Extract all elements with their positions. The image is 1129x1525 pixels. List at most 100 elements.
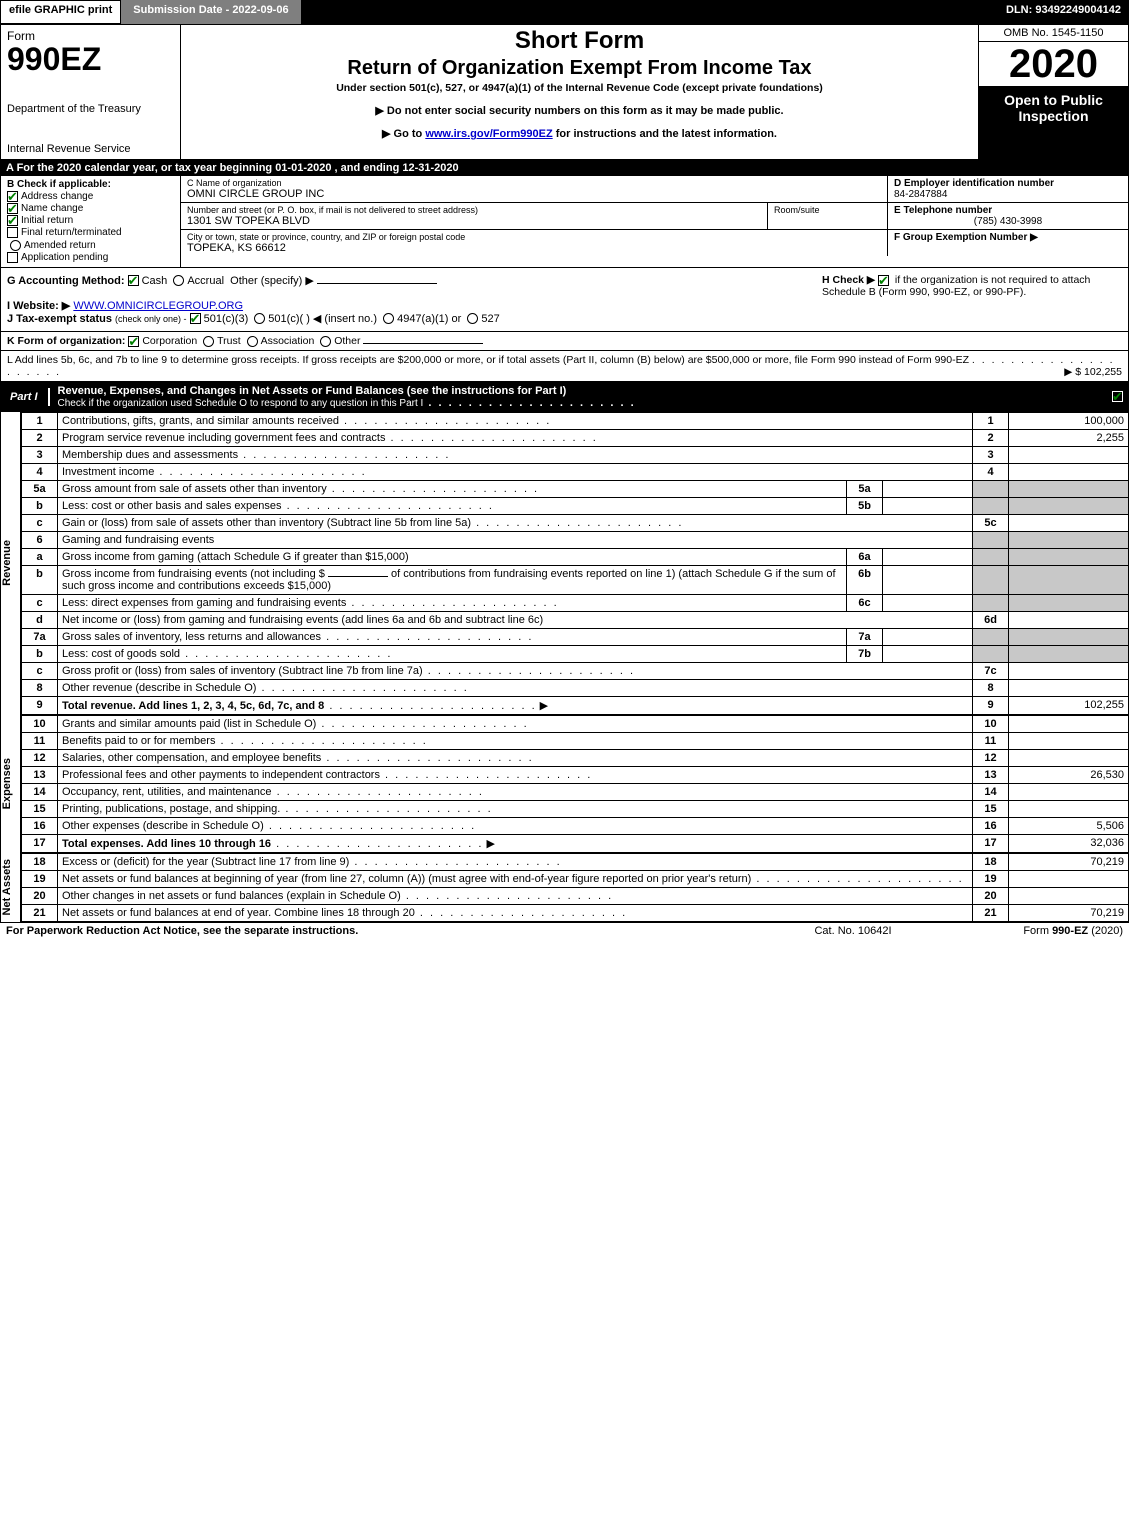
dln: DLN: 93492249004142 bbox=[998, 0, 1129, 24]
line-17-amt: 32,036 bbox=[1009, 834, 1129, 852]
table-row: 8Other revenue (describe in Schedule O)8 bbox=[22, 679, 1129, 696]
row-gh: G Accounting Method: Cash Accrual Other … bbox=[0, 268, 1129, 332]
form-number: 990EZ bbox=[7, 43, 174, 75]
chk-application-pending[interactable] bbox=[7, 252, 18, 263]
lbl-association: Association bbox=[261, 335, 315, 347]
chk-corporation[interactable] bbox=[128, 336, 139, 347]
irs-link[interactable]: www.irs.gov/Form990EZ bbox=[425, 128, 552, 140]
line-6b-blank[interactable] bbox=[328, 576, 388, 577]
line-3-amt bbox=[1009, 446, 1129, 463]
table-row: 21Net assets or fund balances at end of … bbox=[22, 904, 1129, 921]
cell-c-name: C Name of organization OMNI CIRCLE GROUP… bbox=[181, 176, 888, 202]
table-row: 18Excess or (deficit) for the year (Subt… bbox=[22, 853, 1129, 870]
line-11-amt bbox=[1009, 732, 1129, 749]
c-city-label: City or town, state or province, country… bbox=[187, 232, 881, 242]
c-addr-value: 1301 SW TOPEKA BLVD bbox=[187, 215, 761, 227]
line-8-amt bbox=[1009, 679, 1129, 696]
form-header: Form 990EZ Department of the Treasury In… bbox=[0, 24, 1129, 160]
chk-other[interactable] bbox=[320, 336, 331, 347]
cell-f: F Group Exemption Number ▶ bbox=[888, 230, 1128, 256]
line-5a-desc: Gross amount from sale of assets other t… bbox=[62, 483, 327, 495]
netassets-section: Net Assets 18Excess or (deficit) for the… bbox=[0, 853, 1129, 922]
l-amount: ▶ $ 102,255 bbox=[1064, 366, 1122, 378]
lbl-501c: 501(c)( ) ◀ (insert no.) bbox=[268, 313, 377, 325]
row-a-taxyear: A For the 2020 calendar year, or tax yea… bbox=[0, 160, 1129, 176]
line-5b-desc: Less: cost or other basis and sales expe… bbox=[62, 500, 282, 512]
line-14-desc: Occupancy, rent, utilities, and maintena… bbox=[62, 786, 272, 798]
website-link[interactable]: WWW.OMNICIRCLEGROUP.ORG bbox=[73, 300, 243, 312]
g-label: G Accounting Method: bbox=[7, 275, 125, 287]
chk-501c3[interactable] bbox=[190, 313, 201, 324]
d-label: D Employer identification number bbox=[894, 178, 1054, 189]
j-small: (check only one) - bbox=[115, 314, 187, 324]
footer-catno: Cat. No. 10642I bbox=[763, 925, 943, 937]
lbl-address-change: Address change bbox=[21, 191, 93, 202]
table-row: 13Professional fees and other payments t… bbox=[22, 766, 1129, 783]
lbl-cash: Cash bbox=[142, 275, 168, 287]
chk-association[interactable] bbox=[247, 336, 258, 347]
h-label: H Check ▶ bbox=[822, 274, 875, 286]
cell-room: Room/suite bbox=[768, 203, 888, 229]
expenses-table: 10Grants and similar amounts paid (list … bbox=[21, 715, 1129, 853]
e-phone: (785) 430-3998 bbox=[894, 216, 1122, 227]
table-row: 3Membership dues and assessments3 bbox=[22, 446, 1129, 463]
header-right: OMB No. 1545-1150 2020 Open to Public In… bbox=[978, 25, 1128, 159]
chk-cash[interactable] bbox=[128, 275, 139, 286]
form-subtitle: Under section 501(c), 527, or 4947(a)(1)… bbox=[187, 82, 972, 94]
lbl-application-pending: Application pending bbox=[21, 252, 108, 263]
lbl-527: 527 bbox=[481, 313, 499, 325]
k-label: K Form of organization: bbox=[7, 335, 125, 347]
revenue-table: 1Contributions, gifts, grants, and simil… bbox=[21, 412, 1129, 715]
lbl-initial-return: Initial return bbox=[21, 215, 73, 226]
chk-4947[interactable] bbox=[383, 313, 394, 324]
header-left: Form 990EZ Department of the Treasury In… bbox=[1, 25, 181, 159]
e-label: E Telephone number bbox=[894, 205, 992, 216]
line-8-desc: Other revenue (describe in Schedule O) bbox=[62, 682, 256, 694]
line-17-desc: Total expenses. Add lines 10 through 16 bbox=[62, 838, 271, 850]
submission-date: Submission Date - 2022-09-06 bbox=[121, 0, 300, 24]
line-6-desc: Gaming and fundraising events bbox=[62, 534, 214, 546]
table-row: 4Investment income4 bbox=[22, 463, 1129, 480]
table-row: bLess: cost or other basis and sales exp… bbox=[22, 497, 1129, 514]
cell-c-city: City or town, state or province, country… bbox=[181, 230, 888, 256]
chk-501c[interactable] bbox=[254, 313, 265, 324]
other-specify-field[interactable] bbox=[317, 283, 437, 284]
line-10-desc: Grants and similar amounts paid (list in… bbox=[62, 718, 316, 730]
line-4-amt bbox=[1009, 463, 1129, 480]
line-6a-desc: Gross income from gaming (attach Schedul… bbox=[62, 551, 409, 563]
other-org-field[interactable] bbox=[363, 343, 483, 344]
part1-title: Revenue, Expenses, and Changes in Net As… bbox=[50, 382, 1109, 412]
line-15-desc: Printing, publications, postage, and shi… bbox=[62, 803, 280, 815]
lbl-4947: 4947(a)(1) or bbox=[397, 313, 461, 325]
i-label: I Website: ▶ bbox=[7, 300, 70, 312]
header-mid: Short Form Return of Organization Exempt… bbox=[181, 25, 978, 159]
c-addr-label: Number and street (or P. O. box, if mail… bbox=[187, 205, 761, 215]
table-row: aGross income from gaming (attach Schedu… bbox=[22, 548, 1129, 565]
line-14-amt bbox=[1009, 783, 1129, 800]
open-to-public: Open to Public Inspection bbox=[979, 86, 1128, 159]
lbl-other: Other (specify) ▶ bbox=[230, 275, 314, 287]
chk-accrual[interactable] bbox=[173, 275, 184, 286]
line-7c-desc: Gross profit or (loss) from sales of inv… bbox=[62, 665, 423, 677]
part1-checkline: Check if the organization used Schedule … bbox=[58, 398, 424, 409]
table-row: 14Occupancy, rent, utilities, and mainte… bbox=[22, 783, 1129, 800]
efile-print-button[interactable]: efile GRAPHIC print bbox=[0, 0, 121, 24]
chk-527[interactable] bbox=[467, 313, 478, 324]
table-row: 16Other expenses (describe in Schedule O… bbox=[22, 817, 1129, 834]
line-6d-amt bbox=[1009, 611, 1129, 628]
line-6c-val bbox=[883, 594, 973, 611]
block-bcdef: B Check if applicable: Address change Na… bbox=[0, 176, 1129, 268]
chk-final-return[interactable] bbox=[7, 227, 18, 238]
revenue-section: Revenue 1Contributions, gifts, grants, a… bbox=[0, 412, 1129, 715]
chk-amended-return[interactable] bbox=[10, 240, 21, 251]
chk-part1-scho[interactable] bbox=[1112, 391, 1123, 402]
chk-h[interactable] bbox=[878, 275, 889, 286]
table-row: 19Net assets or fund balances at beginni… bbox=[22, 870, 1129, 887]
table-row: 11Benefits paid to or for members11 bbox=[22, 732, 1129, 749]
chk-initial-return[interactable] bbox=[7, 215, 18, 226]
table-row: 9Total revenue. Add lines 1, 2, 3, 4, 5c… bbox=[22, 696, 1129, 714]
lbl-other-org: Other bbox=[334, 335, 360, 347]
table-row: 7aGross sales of inventory, less returns… bbox=[22, 628, 1129, 645]
chk-trust[interactable] bbox=[203, 336, 214, 347]
col-cde: C Name of organization OMNI CIRCLE GROUP… bbox=[181, 176, 1128, 267]
